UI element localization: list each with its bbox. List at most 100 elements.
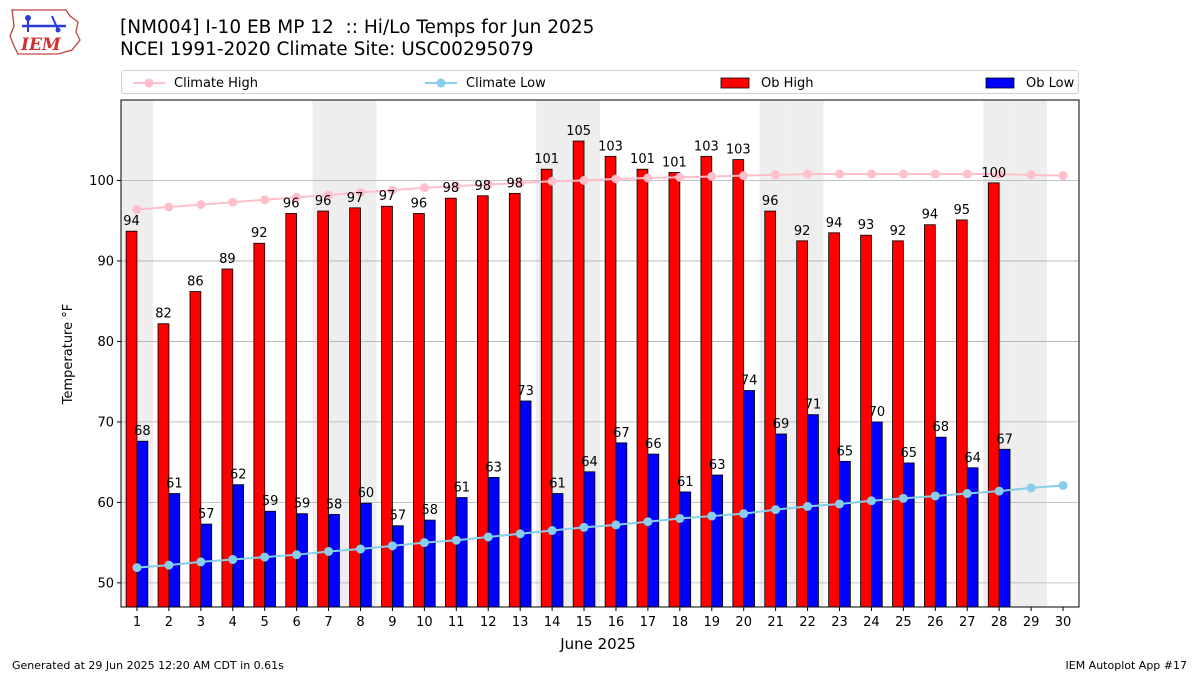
climate-low-point-day-5 (260, 552, 270, 562)
y-tick-label-50: 50 (97, 576, 114, 591)
gridlines (121, 180, 1079, 584)
climate-low-point-day-24 (866, 496, 876, 506)
ob-low-bar-day-7 (328, 514, 340, 608)
ob-high-label-day-22: 92 (794, 224, 811, 239)
y-tick-label-60: 60 (97, 496, 114, 511)
climate-high-point-day-21 (771, 170, 781, 180)
ob-high-swatch-icon (720, 77, 750, 89)
climate-high-point-day-18 (675, 172, 685, 182)
climate-low-point-day-9 (387, 541, 397, 551)
logo-text: IEM (20, 35, 62, 55)
ob-high-label-day-16: 103 (598, 139, 623, 154)
ob-high-label-day-10: 96 (411, 196, 428, 211)
footer-generated: Generated at 29 Jun 2025 12:20 AM CDT in… (12, 659, 284, 672)
climate-low-point-day-12 (483, 532, 493, 542)
ob-low-label-day-6: 59 (294, 497, 311, 512)
ob-high-bar-day-19 (700, 155, 713, 608)
ob-high-label-day-19: 103 (694, 139, 719, 154)
ob-high-bar-day-24 (860, 234, 872, 608)
ob-low-label-day-16: 67 (613, 426, 630, 441)
ob-low-label-day-26: 68 (932, 420, 949, 435)
legend-item-climate-low: Climate Low (424, 73, 546, 93)
climate-low-point-day-18 (675, 513, 685, 523)
ob-low-bar-day-13 (519, 400, 532, 608)
ob-low-bar-day-15 (583, 471, 596, 608)
ob-low-label-day-8: 60 (358, 486, 375, 501)
ob-low-bar-day-25 (902, 462, 915, 608)
ob-low-swatch-icon (985, 77, 1015, 89)
ob-low-bar-day-12 (487, 477, 500, 608)
climate-high-point-day-10 (419, 183, 429, 193)
legend-label-ob-high: Ob High (761, 75, 814, 91)
y-tick-label-90: 90 (97, 254, 114, 269)
x-tick-label-14: 14 (544, 615, 561, 630)
ob-low-label-day-17: 66 (645, 437, 662, 452)
ob-high-bar-day-5 (253, 242, 266, 608)
ob-low-label-day-24: 70 (869, 405, 886, 420)
ob-low-bar-day-27 (966, 467, 979, 608)
ob-low-label-day-14: 61 (549, 477, 566, 492)
ob-high-label-day-25: 92 (890, 224, 907, 239)
climate-low-point-day-1 (132, 563, 142, 573)
x-tick-label-21: 21 (767, 615, 784, 630)
ob-low-bar-day-6 (296, 513, 308, 608)
climate-lines (132, 169, 1068, 573)
climate-high-point-day-19 (707, 171, 717, 181)
ob-low-bar-day-28 (998, 448, 1011, 608)
climate-low-point-day-20 (739, 509, 749, 519)
legend-item-ob-low: Ob Low (984, 73, 1074, 93)
ob-high-label-day-8: 97 (347, 191, 364, 206)
ob-low-bar-day-21 (775, 433, 787, 608)
ob-low-bar-day-24 (871, 421, 883, 608)
ob-high-label-day-13: 98 (506, 176, 523, 191)
climate-high-point-day-24 (866, 169, 876, 179)
ob-high-bar-day-15 (572, 140, 585, 608)
climate-low-point-day-2 (164, 560, 174, 570)
x-tick-label-11: 11 (448, 615, 465, 630)
x-tick-label-6: 6 (292, 615, 300, 630)
ob-low-label-day-18: 61 (677, 475, 694, 490)
ob-high-label-day-24: 93 (858, 218, 875, 233)
ob-high-label-day-7: 96 (315, 194, 332, 209)
x-tick-label-3: 3 (197, 615, 205, 630)
climate-high-point-day-22 (803, 169, 813, 179)
ob-high-label-day-4: 89 (219, 252, 236, 267)
ob-low-label-day-21: 69 (773, 417, 790, 432)
x-tick-label-7: 7 (324, 615, 332, 630)
x-tick-label-18: 18 (672, 615, 689, 630)
climate-high-point-day-11 (451, 181, 461, 191)
climate-high-point-day-30 (1058, 171, 1068, 181)
climate-low-point-day-13 (515, 529, 525, 539)
ob-low-label-day-7: 58 (326, 497, 343, 512)
climate-high-point-day-23 (835, 169, 844, 179)
ob-low-label-day-23: 65 (837, 444, 854, 459)
climate-high-point-day-29 (1026, 170, 1036, 180)
x-tick-label-15: 15 (576, 615, 593, 630)
climate-high-point-day-6 (292, 192, 302, 202)
iowa-state-outline-icon: IEM (9, 9, 81, 55)
climate-low-point-day-15 (579, 522, 589, 532)
ob-low-bar-day-2 (168, 493, 181, 608)
ob-low-bar-day-26 (934, 436, 947, 608)
climate-high-point-day-28 (994, 169, 1004, 179)
ob-low-label-day-25: 65 (901, 446, 918, 461)
climate-low-point-day-10 (419, 538, 429, 548)
ob-high-bar-day-25 (892, 240, 904, 608)
legend-item-climate-high: Climate High (132, 73, 258, 93)
climate-high-point-day-5 (260, 195, 270, 205)
ob-high-bar-day-12 (476, 195, 489, 608)
ob-high-label-day-6: 96 (283, 196, 300, 211)
footer-app: IEM Autoplot App #17 (1065, 659, 1188, 672)
x-tick-label-19: 19 (703, 615, 720, 630)
ob-high-bar-day-16 (604, 155, 617, 608)
ob-high-label-day-5: 92 (251, 226, 268, 241)
ob-low-bar-day-17 (647, 453, 660, 608)
iem-logo: IEM (8, 6, 82, 58)
ob-low-bar-day-1 (136, 440, 149, 608)
climate-low-line (136, 484, 1064, 569)
climate-low-point-day-27 (962, 489, 972, 499)
ob-low-bar-day-19 (711, 474, 724, 608)
y-tick-label-70: 70 (97, 415, 114, 430)
x-tick-label-13: 13 (512, 615, 529, 630)
